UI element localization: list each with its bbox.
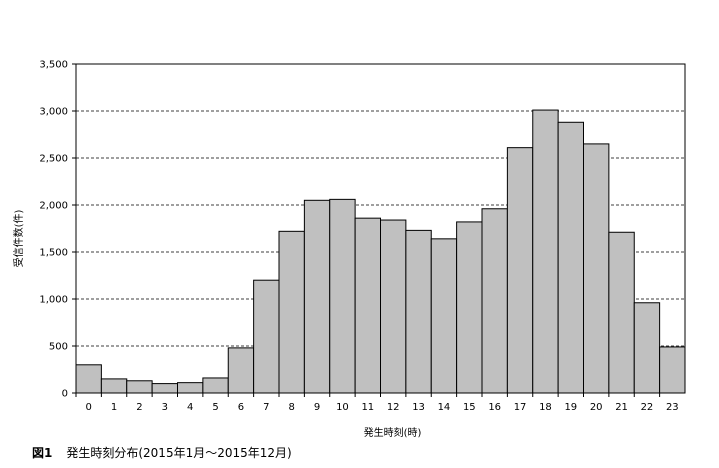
x-tick-label: 18 [539,402,552,413]
x-tick-label: 22 [641,402,654,413]
x-tick-label: 1 [111,402,117,413]
bar-hour-8 [278,230,305,394]
x-tick-label: 3 [162,402,168,413]
x-tick-label: 12 [387,402,400,413]
y-tick-label: 2,500 [39,154,68,165]
y-axis-title: 受信件数(件) [12,210,25,268]
y-tick-label: 2,000 [39,201,68,212]
x-tick-label: 19 [564,402,577,413]
x-tick-label: 6 [238,402,244,413]
bar-hour-0 [75,364,102,394]
figure-label: 図1 [32,446,53,460]
bar-hour-12 [380,219,407,394]
y-axis-ticks: 0 500 1,000 1,500 2,000 2,500 3,000 3,500 [39,60,76,400]
bar-hour-14 [430,238,458,394]
bar-hour-3 [151,383,178,394]
bar-hour-21 [608,231,635,394]
bar-hour-18 [532,109,559,394]
bar-hour-5 [202,377,229,394]
x-tick-label: 21 [615,402,628,413]
bar-hour-17 [506,147,534,394]
x-tick-label: 9 [314,402,320,413]
bar-hour-2 [126,380,153,394]
y-tick-label: 500 [49,342,68,353]
bar-hour-20 [583,143,610,394]
x-tick-label: 20 [590,402,603,413]
bar-hour-7 [253,279,280,394]
x-tick-label: 23 [666,402,679,413]
bar-hour-19 [557,121,584,394]
bar-hour-10 [329,198,356,394]
x-tick-label: 13 [412,402,425,413]
x-tick-label: 17 [514,402,527,413]
y-tick-label: 0 [62,389,68,400]
bars [75,109,686,394]
bar-hour-4 [177,382,204,394]
x-tick-label: 5 [212,402,218,413]
bar-hour-13 [405,229,432,394]
x-tick-label: 10 [336,402,349,413]
bar-hour-23 [659,346,686,394]
x-tick-label: 15 [463,402,476,413]
bar-hour-11 [354,217,381,394]
x-tick-label: 0 [86,402,92,413]
x-axis-title: 発生時刻(時) [364,426,422,439]
figure-caption: 図1 発生時刻分布(2015年1月～2015年12月) [32,444,292,461]
y-tick-label: 3,000 [39,107,68,118]
x-tick-label: 8 [289,402,295,413]
figure-caption-text: 発生時刻分布(2015年1月～2015年12月) [66,446,292,460]
bar-hour-1 [100,378,128,394]
bar-hour-6 [227,347,255,394]
x-tick-label: 4 [187,402,193,413]
x-axis-ticks: 0 1 2 3 4 5 6 7 8 9 10 11 12 13 14 15 16 17 18 19 20 21 22 23 [75,393,679,413]
x-tick-label: 2 [136,402,142,413]
x-tick-label: 11 [361,402,374,413]
bar-hour-16 [481,208,508,394]
y-tick-label: 3,500 [39,60,68,71]
y-tick-label: 1,500 [39,248,68,259]
x-tick-label: 14 [438,402,451,413]
y-tick-label: 1,000 [39,295,68,306]
bar-hour-9 [303,199,331,394]
x-tick-label: 7 [263,402,269,413]
x-tick-label: 16 [488,402,501,413]
bar-hour-15 [456,221,483,394]
bar-hour-22 [633,302,661,394]
